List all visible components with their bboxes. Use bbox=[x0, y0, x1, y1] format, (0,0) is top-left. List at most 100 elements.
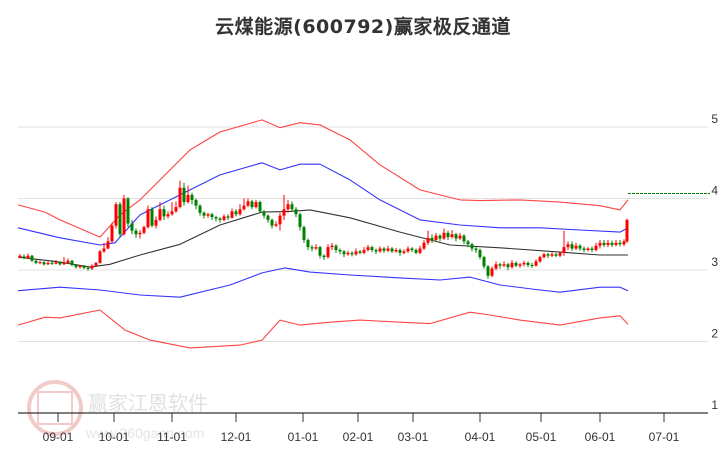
candle bbox=[322, 255, 326, 258]
band-lower-outer bbox=[17, 309, 629, 349]
watermark-seal-icon bbox=[27, 380, 83, 436]
candle bbox=[522, 262, 526, 265]
candle bbox=[406, 248, 410, 252]
candle bbox=[382, 248, 386, 251]
candle bbox=[310, 247, 314, 249]
candle bbox=[134, 230, 138, 235]
candle bbox=[550, 254, 554, 256]
x-tick-label: 07-01 bbox=[649, 430, 680, 444]
candle bbox=[174, 207, 178, 212]
candle bbox=[186, 194, 190, 203]
candle bbox=[118, 204, 122, 235]
band-middle bbox=[17, 209, 628, 268]
candle bbox=[66, 260, 70, 263]
candle bbox=[574, 245, 578, 249]
watermark: 赢家江恩软件 www.360gann.com bbox=[27, 380, 208, 441]
candle bbox=[486, 266, 490, 276]
candle bbox=[442, 232, 446, 239]
candle bbox=[94, 262, 98, 266]
x-tick-label: 02-01 bbox=[343, 430, 374, 444]
candle bbox=[510, 262, 514, 268]
candle bbox=[414, 249, 418, 253]
candle bbox=[326, 247, 330, 258]
candle bbox=[478, 249, 482, 258]
candle bbox=[138, 232, 142, 235]
candle bbox=[530, 264, 534, 266]
candle bbox=[122, 198, 126, 235]
candle bbox=[238, 209, 242, 215]
candle bbox=[506, 264, 510, 268]
candle bbox=[242, 205, 246, 210]
y-axis-ticks: 1 2 3 4 5 bbox=[711, 112, 718, 412]
candle bbox=[386, 248, 390, 251]
candle bbox=[250, 201, 254, 208]
candle bbox=[542, 254, 546, 258]
y-tick-label: 5 bbox=[711, 112, 718, 126]
candle bbox=[450, 234, 454, 238]
candle bbox=[190, 194, 194, 200]
x-tick-label: 06-01 bbox=[585, 430, 616, 444]
candle bbox=[270, 219, 274, 226]
candle bbox=[330, 245, 334, 248]
candle bbox=[602, 242, 606, 245]
candle bbox=[266, 215, 270, 220]
candle bbox=[114, 204, 118, 226]
grid-lines bbox=[18, 126, 708, 342]
candle bbox=[610, 242, 614, 245]
candle bbox=[554, 254, 558, 256]
candle bbox=[466, 241, 470, 245]
candle bbox=[294, 209, 298, 215]
candle bbox=[622, 241, 626, 245]
candle bbox=[78, 265, 82, 268]
candle bbox=[106, 241, 110, 249]
candle bbox=[314, 247, 318, 249]
candle bbox=[430, 237, 434, 240]
candle bbox=[590, 248, 594, 250]
candle bbox=[226, 216, 230, 218]
candle bbox=[558, 252, 562, 256]
candle bbox=[82, 265, 86, 268]
candle bbox=[562, 247, 566, 253]
y-tick-label: 4 bbox=[711, 184, 718, 198]
candle bbox=[578, 245, 582, 249]
candle bbox=[362, 249, 366, 253]
candle bbox=[298, 214, 302, 228]
candle bbox=[338, 249, 342, 252]
candle bbox=[422, 242, 426, 249]
candle bbox=[482, 257, 486, 267]
candle bbox=[246, 201, 250, 206]
candle bbox=[538, 257, 542, 262]
candle bbox=[614, 242, 618, 245]
candle bbox=[54, 262, 58, 264]
candle bbox=[170, 211, 174, 215]
candle bbox=[582, 248, 586, 250]
candle bbox=[158, 209, 162, 220]
x-tick-label: 10-01 bbox=[99, 430, 130, 444]
candle bbox=[130, 223, 134, 231]
watermark-brand: 赢家江恩软件 bbox=[88, 391, 208, 415]
candle bbox=[390, 248, 394, 252]
candle bbox=[42, 262, 46, 265]
candle bbox=[318, 247, 322, 256]
x-tick-label: 01-01 bbox=[288, 430, 319, 444]
candle bbox=[22, 256, 26, 258]
candle bbox=[34, 260, 38, 263]
candle bbox=[570, 244, 574, 249]
candlesticks bbox=[18, 180, 629, 279]
candle bbox=[454, 234, 458, 239]
band-lower-inner bbox=[17, 267, 629, 298]
candle bbox=[625, 219, 629, 242]
candle bbox=[546, 254, 550, 256]
candle bbox=[418, 248, 422, 253]
candle bbox=[282, 209, 286, 216]
x-tick-label: 03-01 bbox=[398, 430, 429, 444]
candle bbox=[586, 248, 590, 250]
candle bbox=[410, 248, 414, 250]
candle bbox=[426, 237, 430, 243]
candle bbox=[474, 248, 478, 250]
candle bbox=[534, 261, 538, 266]
candle bbox=[398, 249, 402, 253]
x-tick-label: 11-01 bbox=[157, 430, 187, 444]
candle bbox=[354, 251, 358, 255]
